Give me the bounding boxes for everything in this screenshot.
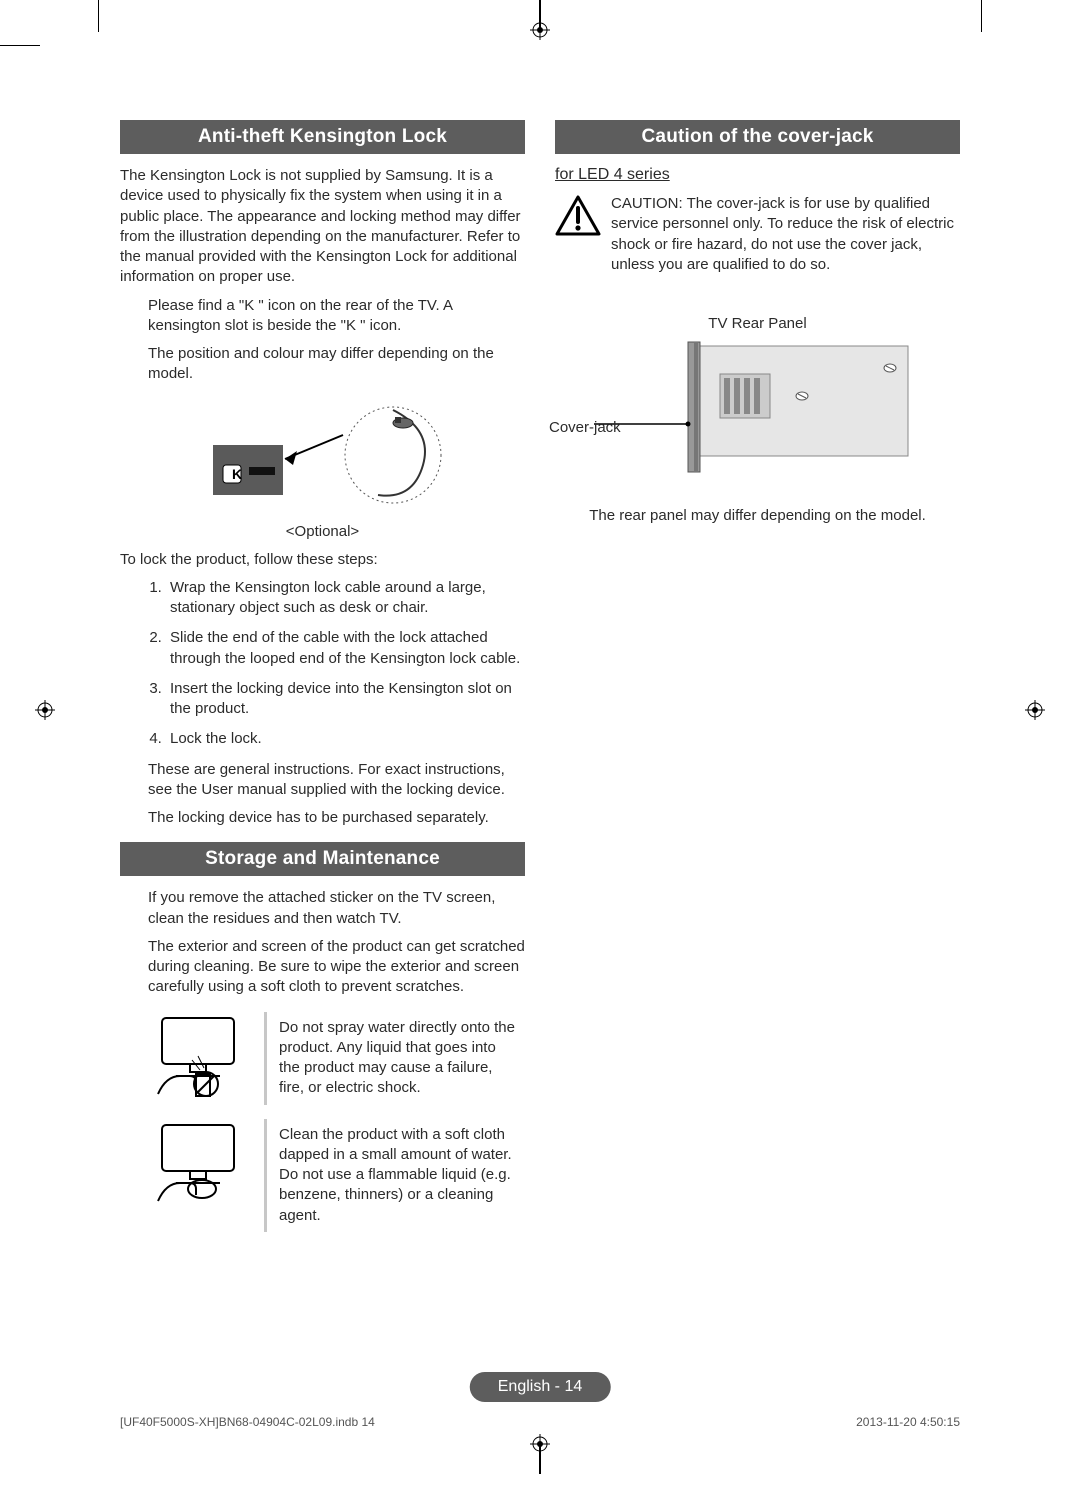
- body-text: The Kensington Lock is not supplied by S…: [120, 166, 525, 288]
- panel-label: TV Rear Panel: [708, 315, 806, 332]
- instruction-list: Wrap the Kensington lock cable around a …: [166, 578, 525, 750]
- body-text: If you remove the attached sticker on th…: [148, 888, 525, 929]
- footer-metadata: [UF40F5000S-XH]BN68-04904C-02L09.indb 14…: [120, 1415, 960, 1429]
- registration-mark-icon: [35, 700, 55, 720]
- registration-mark-icon: [530, 1434, 550, 1454]
- crop-mark: [981, 0, 982, 32]
- registration-mark-icon: [1025, 700, 1045, 720]
- caution-text: CAUTION: The cover-jack is for use by qu…: [611, 194, 960, 275]
- page-footer-badge: English - 14: [470, 1372, 611, 1402]
- footer-file: [UF40F5000S-XH]BN68-04904C-02L09.indb 14: [120, 1415, 375, 1429]
- section-header-storage: Storage and Maintenance: [120, 842, 525, 876]
- subheading: for LED 4 series: [555, 166, 960, 184]
- kensington-figure: K: [120, 395, 525, 515]
- right-column: Caution of the cover-jack for LED 4 seri…: [555, 120, 960, 1374]
- list-item: Lock the lock.: [166, 729, 525, 749]
- figure-caption: <Optional>: [120, 523, 525, 540]
- list-item: Slide the end of the cable with the lock…: [166, 628, 525, 669]
- tv-rear-panel-figure: [588, 336, 928, 486]
- left-column: Anti-theft Kensington Lock The Kensingto…: [120, 120, 525, 1374]
- warning-triangle-icon: [555, 194, 601, 238]
- maintenance-note: Clean the product with a soft cloth dapp…: [264, 1119, 525, 1232]
- maintenance-note: Do not spray water directly onto the pro…: [264, 1012, 525, 1105]
- no-spray-icon: [148, 1012, 248, 1102]
- panel-note: The rear panel may differ depending on t…: [555, 506, 960, 526]
- soft-cloth-icon: [148, 1119, 248, 1209]
- list-item: Wrap the Kensington lock cable around a …: [166, 578, 525, 619]
- footer-date: 2013-11-20 4:50:15: [856, 1415, 960, 1429]
- section-header-coverjack: Caution of the cover-jack: [555, 120, 960, 154]
- registration-mark-icon: [530, 20, 550, 40]
- section-header-kensington: Anti-theft Kensington Lock: [120, 120, 525, 154]
- note-text: Please find a "K " icon on the rear of t…: [148, 296, 525, 337]
- svg-text:K: K: [232, 466, 242, 482]
- body-text: To lock the product, follow these steps:: [120, 550, 525, 570]
- body-text: The locking device has to be purchased s…: [148, 808, 525, 828]
- cover-jack-label: Cover-jack: [549, 419, 621, 436]
- list-item: Insert the locking device into the Kensi…: [166, 679, 525, 720]
- body-text: The exterior and screen of the product c…: [148, 937, 525, 998]
- note-text: The position and colour may differ depen…: [148, 344, 525, 385]
- crop-mark: [98, 0, 99, 32]
- body-text: These are general instructions. For exac…: [148, 760, 525, 801]
- crop-mark: [0, 45, 40, 46]
